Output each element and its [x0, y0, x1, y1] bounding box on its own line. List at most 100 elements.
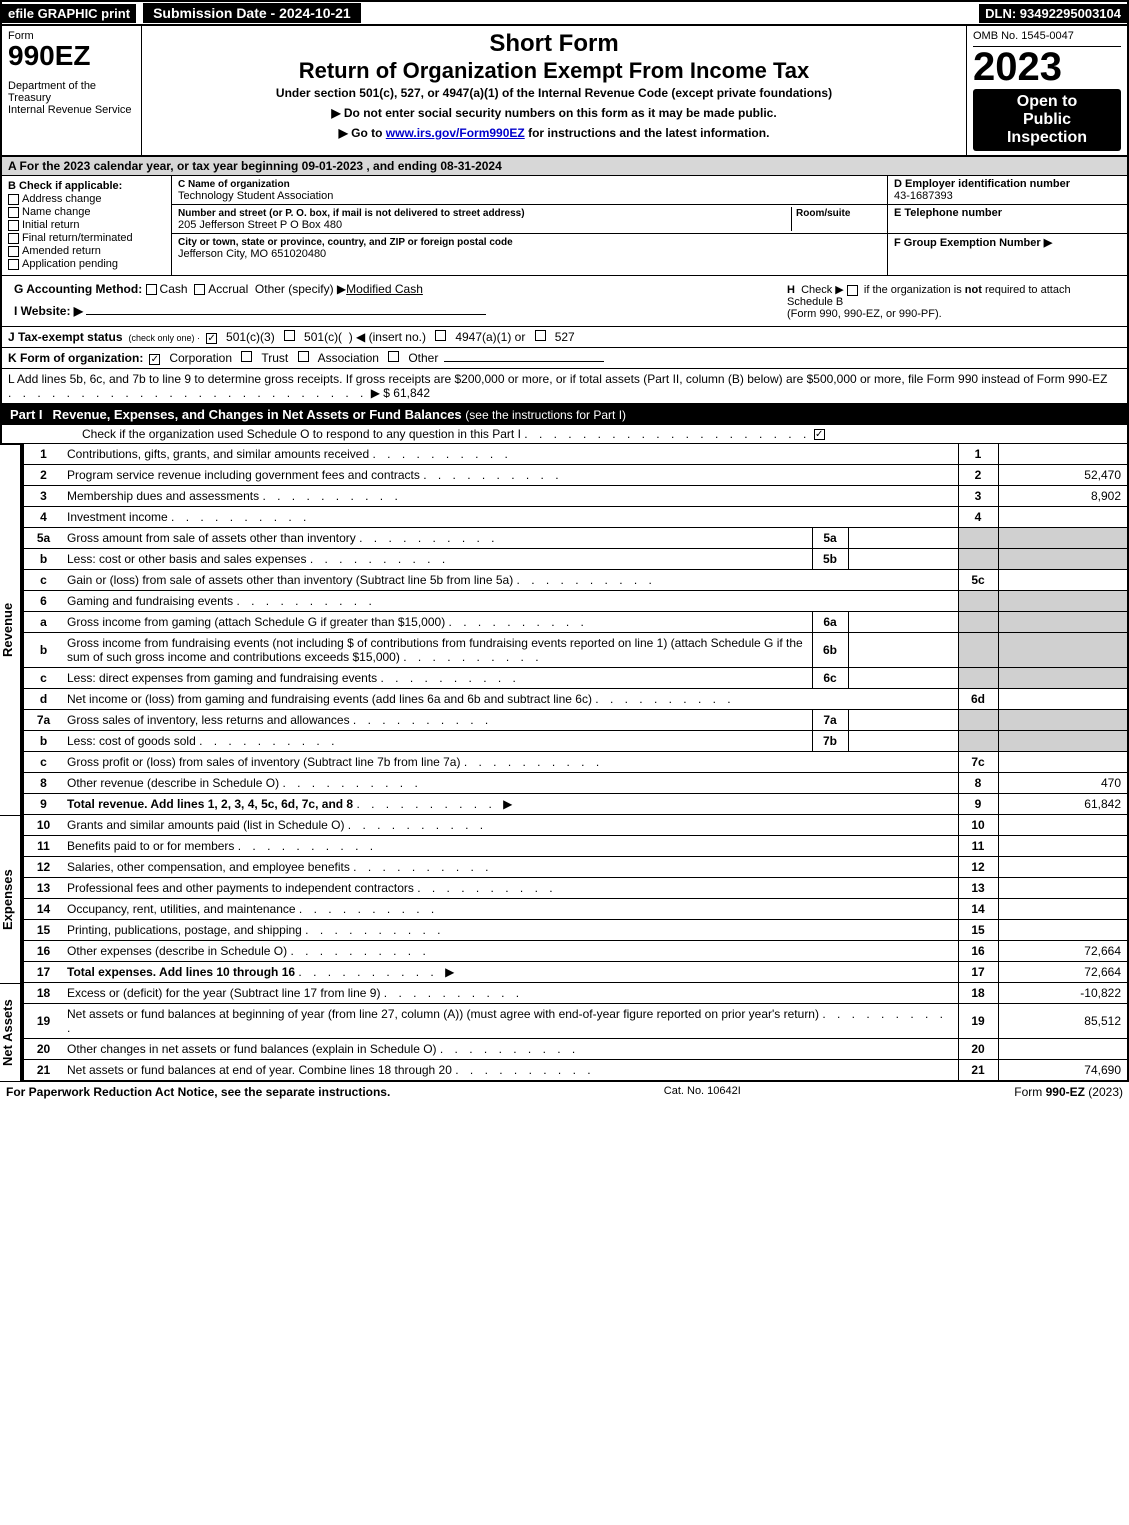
open1: Open to [975, 93, 1119, 111]
inner-line-number: 7b [812, 731, 848, 752]
cb-accrual[interactable] [194, 284, 205, 295]
expenses-table: 10Grants and similar amounts paid (list … [22, 815, 1129, 983]
cb-name-change[interactable]: Name change [8, 206, 165, 218]
ein-value: 43-1687393 [894, 190, 953, 202]
cb-schedule-b[interactable] [847, 285, 858, 296]
cb-527[interactable] [535, 330, 546, 341]
right-val-shaded [998, 633, 1128, 668]
form-id-block: Form 990EZ Department of the Treasury In… [2, 26, 142, 155]
right-line-value: 61,842 [998, 794, 1128, 815]
col-d-e-f: D Employer identification number 43-1687… [887, 176, 1127, 275]
cb-cash[interactable] [146, 284, 157, 295]
line-row: 8Other revenue (describe in Schedule O) … [23, 773, 1128, 794]
cb-initial-return[interactable]: Initial return [8, 219, 165, 231]
efile-label: efile GRAPHIC print [2, 4, 136, 23]
right-line-number: 8 [958, 773, 998, 794]
other-line [444, 361, 604, 362]
cb-4947[interactable] [435, 330, 446, 341]
right-line-value [998, 444, 1128, 465]
line-description: Less: cost of goods sold . . . . . . . .… [63, 731, 812, 752]
right-line-value: 72,664 [998, 941, 1128, 962]
right-line-number: 10 [958, 815, 998, 836]
line-description: Program service revenue including govern… [63, 465, 958, 486]
line-number: 16 [23, 941, 63, 962]
right-line-number: 16 [958, 941, 998, 962]
part-i-check-text: Check if the organization used Schedule … [82, 427, 521, 441]
cb-corporation[interactable]: ✓ [149, 354, 160, 365]
cb-schedule-o[interactable]: ✓ [814, 429, 825, 440]
note2-pre: ▶ Go to [339, 126, 386, 140]
cb-501c3[interactable]: ✓ [206, 333, 217, 344]
right-num-shaded [958, 591, 998, 612]
right-line-number: 12 [958, 857, 998, 878]
line-description: Other changes in net assets or fund bala… [63, 1039, 958, 1060]
cb-501c[interactable] [284, 330, 295, 341]
line-description: Grants and similar amounts paid (list in… [63, 815, 958, 836]
line-number: d [23, 689, 63, 710]
line-description: Gross income from gaming (attach Schedul… [63, 612, 812, 633]
cb-amended-return[interactable]: Amended return [8, 245, 165, 257]
inner-line-value [848, 731, 958, 752]
line-row: 5aGross amount from sale of assets other… [23, 528, 1128, 549]
cb-trust[interactable] [241, 351, 252, 362]
line-description: Membership dues and assessments . . . . … [63, 486, 958, 507]
line-number: 10 [23, 815, 63, 836]
right-line-value: 8,902 [998, 486, 1128, 507]
cb-address-change[interactable]: Address change [8, 193, 165, 205]
right-num-shaded [958, 612, 998, 633]
return-title: Return of Organization Exempt From Incom… [150, 58, 958, 84]
i-label: I Website: ▶ [14, 304, 83, 318]
part-i-subtitle: (see the instructions for Part I) [465, 408, 626, 422]
line-number: 9 [23, 794, 63, 815]
top-bar: efile GRAPHIC print Submission Date - 20… [0, 0, 1129, 26]
right-val-shaded [998, 668, 1128, 689]
right-line-number: 7c [958, 752, 998, 773]
f-group-label: F Group Exemption Number ▶ [894, 237, 1052, 249]
c-name-label: C Name of organization [178, 179, 290, 190]
revenue-side-label: Revenue [0, 444, 22, 815]
part-i-tag: Part I [10, 407, 53, 422]
line-number: 4 [23, 507, 63, 528]
right-line-number: 1 [958, 444, 998, 465]
line-description: Less: direct expenses from gaming and fu… [63, 668, 812, 689]
right-line-number: 11 [958, 836, 998, 857]
cb-application-pending[interactable]: Application pending [8, 258, 165, 270]
open3: Inspection [975, 129, 1119, 147]
line-number: 15 [23, 920, 63, 941]
line-row: bGross income from fundraising events (n… [23, 633, 1128, 668]
cb-association[interactable] [298, 351, 309, 362]
right-line-number: 6d [958, 689, 998, 710]
right-line-number: 19 [958, 1004, 998, 1039]
right-line-number: 18 [958, 983, 998, 1004]
line-row: 9Total revenue. Add lines 1, 2, 3, 4, 5c… [23, 794, 1128, 815]
right-line-value [998, 878, 1128, 899]
dept-treasury: Department of the Treasury [8, 80, 135, 104]
line-row: cGross profit or (loss) from sales of in… [23, 752, 1128, 773]
line-number: 11 [23, 836, 63, 857]
line-description: Total revenue. Add lines 1, 2, 3, 4, 5c,… [63, 794, 958, 815]
cb-final-return[interactable]: Final return/terminated [8, 232, 165, 244]
form-number: 990EZ [8, 42, 135, 70]
right-line-value: 74,690 [998, 1060, 1128, 1081]
cb-other[interactable] [388, 351, 399, 362]
line-number: 18 [23, 983, 63, 1004]
netassets-section: Net Assets 18Excess or (deficit) for the… [0, 983, 1129, 1081]
expenses-side-label: Expenses [0, 815, 22, 983]
k-label: K Form of organization: [8, 351, 143, 365]
inner-line-number: 5a [812, 528, 848, 549]
l-text: L Add lines 5b, 6c, and 7b to line 9 to … [8, 372, 1107, 386]
col-b-checkboxes: B Check if applicable: Address change Na… [2, 176, 172, 275]
right-val-shaded [998, 612, 1128, 633]
irs-link[interactable]: www.irs.gov/Form990EZ [386, 126, 525, 140]
line-number: 20 [23, 1039, 63, 1060]
right-val-shaded [998, 528, 1128, 549]
line-row: 13Professional fees and other payments t… [23, 878, 1128, 899]
line-number: 12 [23, 857, 63, 878]
line-row: 2Program service revenue including gover… [23, 465, 1128, 486]
col-c-org-info: C Name of organization Technology Studen… [172, 176, 887, 275]
line-row: 16Other expenses (describe in Schedule O… [23, 941, 1128, 962]
line-number: b [23, 549, 63, 570]
l-value: ▶ $ 61,842 [371, 386, 430, 400]
line-number: a [23, 612, 63, 633]
right-num-shaded [958, 549, 998, 570]
